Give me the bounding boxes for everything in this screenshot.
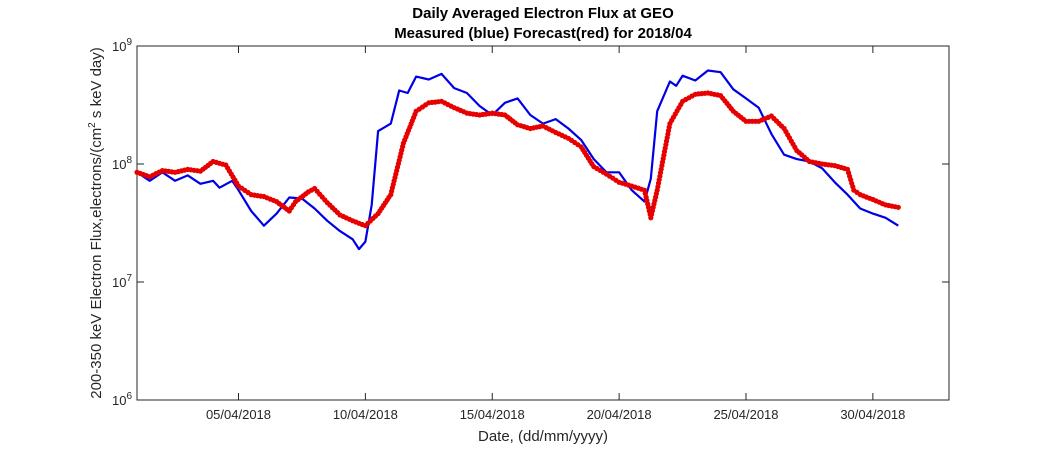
y-tick-label-exp: 9 bbox=[126, 37, 132, 48]
x-axis-label: Date, (dd/mm/yyyy) bbox=[478, 428, 608, 445]
series-layer bbox=[134, 69, 901, 251]
plot-area bbox=[136, 45, 950, 401]
y-axis-label-tail: s keV day) bbox=[88, 47, 105, 122]
x-tick-label: 10/04/2018 bbox=[333, 407, 398, 422]
x-tick-label: 30/04/2018 bbox=[840, 407, 905, 422]
y-tick-label-exp: 7 bbox=[126, 273, 132, 284]
y-tick-label: 106 bbox=[112, 391, 132, 408]
y-tick-label: 109 bbox=[112, 37, 132, 54]
y-tick-label-exp: 6 bbox=[126, 391, 132, 402]
series-dots-forecast bbox=[134, 90, 901, 229]
y-tick-label-base: 10 bbox=[112, 157, 126, 172]
y-tick-label-base: 10 bbox=[112, 39, 126, 54]
y-axis-label: 200-350 keV Electron Flux,electrons/(cm2… bbox=[87, 47, 105, 399]
y-tick-label: 108 bbox=[112, 155, 132, 172]
y-axis-label-sup: 2 bbox=[87, 122, 98, 128]
x-axis: 05/04/2018 10/04/2018 15/04/2018 20/04/2018… bbox=[206, 46, 905, 422]
chart-subtitle: Measured (blue) Forecast(red) for 2018/0… bbox=[394, 25, 692, 42]
y-tick-label-base: 10 bbox=[112, 393, 126, 408]
x-tick-label: 20/04/2018 bbox=[587, 407, 652, 422]
x-tick-label: 05/04/2018 bbox=[206, 407, 271, 422]
x-tick-label: 25/04/2018 bbox=[713, 407, 778, 422]
forecast-point bbox=[895, 204, 901, 210]
x-tick-label: 15/04/2018 bbox=[460, 407, 525, 422]
series-line-measured bbox=[136, 69, 899, 251]
y-tick-label-base: 10 bbox=[112, 275, 126, 290]
chart-title: Daily Averaged Electron Flux at GEO bbox=[412, 5, 674, 22]
y-tick-label: 107 bbox=[112, 273, 132, 290]
y-tick-label-exp: 8 bbox=[126, 155, 132, 166]
y-axis-label-main: 200-350 keV Electron Flux,electrons/(cm bbox=[88, 128, 105, 399]
